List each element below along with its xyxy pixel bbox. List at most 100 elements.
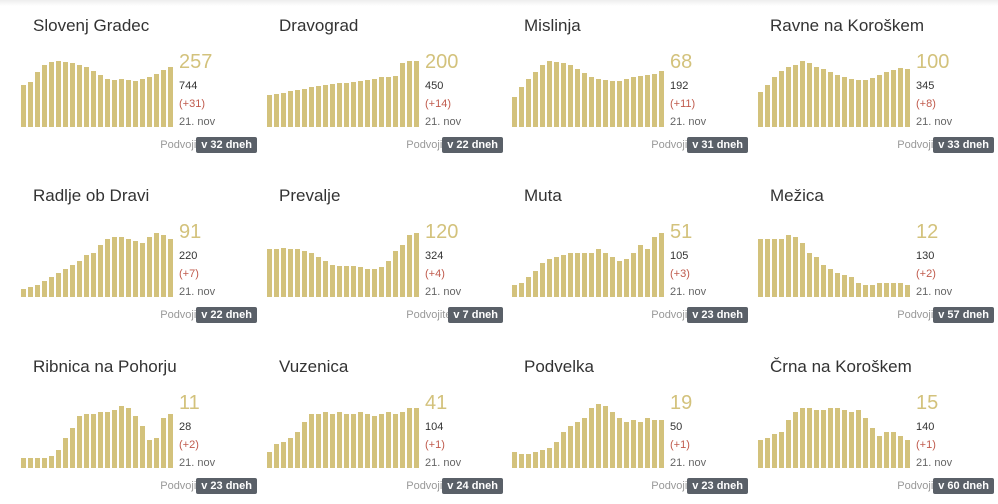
sparkline-bar — [554, 62, 559, 127]
municipality-card-10[interactable]: Podvelka 19 50 (+1) 21. nov Podvojitev v… — [512, 344, 748, 504]
sparkline-bar — [765, 438, 770, 468]
sparkline-bar — [91, 414, 96, 468]
sparkline-bar — [414, 233, 419, 297]
sparkline-bar — [589, 253, 594, 297]
new-cases-delta: (+2) — [916, 268, 936, 280]
date-label: 21. nov — [670, 457, 707, 469]
municipality-card-11[interactable]: Črna na Koroškem 15 140 (+1) 21. nov Pod… — [758, 344, 994, 504]
sparkline-bar — [519, 283, 524, 297]
sparkline-bar — [91, 253, 96, 297]
sparkline-bar — [112, 410, 117, 468]
sparkline-bar — [281, 442, 286, 468]
sparkline-bar — [351, 414, 356, 468]
active-cases-value: 41 — [425, 392, 448, 414]
sparkline-bar — [652, 237, 657, 297]
sparkline-bar — [575, 69, 580, 127]
sparkline-bar — [400, 412, 405, 468]
sparkline-bar — [540, 263, 545, 297]
sparkline-bar — [84, 414, 89, 468]
sparkline-bar — [772, 77, 777, 127]
municipality-card-4[interactable]: Radlje ob Dravi 91 220 (+7) 21. nov Podv… — [21, 173, 257, 333]
sparkline-bar — [610, 412, 615, 468]
sparkline-bar — [884, 432, 889, 468]
active-cases-sparkline — [512, 404, 664, 468]
sparkline-bar — [316, 86, 321, 127]
sparkline-bar — [786, 67, 791, 127]
sparkline-bar — [302, 422, 307, 468]
sparkline-bar — [154, 233, 159, 297]
municipality-card-9[interactable]: Vuzenica 41 104 (+1) 21. nov Podvojitev … — [267, 344, 503, 504]
sparkline-bar — [63, 62, 68, 127]
sparkline-bar — [267, 95, 272, 127]
sparkline-bar — [56, 273, 61, 297]
sparkline-bar — [519, 454, 524, 468]
active-cases-sparkline — [512, 233, 664, 297]
sparkline-bar — [779, 71, 784, 127]
total-cases-value: 345 — [916, 80, 935, 92]
sparkline-bar — [140, 243, 145, 297]
sparkline-bar — [821, 265, 826, 297]
sparkline-bar — [561, 255, 566, 297]
date-label: 21. nov — [916, 457, 953, 469]
sparkline-bar — [379, 77, 384, 127]
sparkline-bar — [659, 71, 664, 127]
municipality-name: Ribnica na Pohorju — [33, 357, 177, 376]
sparkline-bar — [849, 412, 854, 468]
sparkline-bar — [652, 420, 657, 468]
new-cases-delta: (+7) — [179, 268, 199, 280]
sparkline-bar — [589, 408, 594, 468]
sparkline-bar — [323, 85, 328, 127]
municipality-card-6[interactable]: Muta 51 105 (+3) 21. nov Podvojitev v 23… — [512, 173, 748, 333]
sparkline-bar — [547, 448, 552, 468]
sparkline-bar — [365, 269, 370, 297]
sparkline-bar — [133, 241, 138, 297]
sparkline-bar — [323, 261, 328, 297]
sparkline-bar — [161, 235, 166, 297]
sparkline-bar — [870, 285, 875, 297]
new-cases-delta: (+14) — [425, 98, 451, 110]
new-cases-delta: (+8) — [916, 98, 936, 110]
sparkline-bar — [758, 239, 763, 297]
sparkline-bar — [512, 97, 517, 127]
municipality-name: Muta — [524, 186, 562, 205]
total-cases-value: 220 — [179, 250, 198, 262]
municipality-card-1[interactable]: Dravograd 200 450 (+14) 21. nov Podvojit… — [267, 3, 503, 163]
date-label: 21. nov — [916, 286, 953, 298]
municipality-card-0[interactable]: Slovenj Gradec 257 744 (+31) 21. nov Pod… — [21, 3, 257, 163]
total-cases-value: 130 — [916, 250, 935, 262]
active-cases-value: 257 — [179, 51, 213, 73]
sparkline-bar — [168, 239, 173, 297]
date-label: 21. nov — [179, 116, 216, 128]
sparkline-bar — [49, 62, 54, 127]
sparkline-bar — [617, 261, 622, 297]
municipality-card-2[interactable]: Mislinja 68 192 (+11) 21. nov Podvojitev… — [512, 3, 748, 163]
sparkline-bar — [407, 408, 412, 468]
sparkline-bar — [49, 277, 54, 297]
active-cases-sparkline — [758, 61, 910, 127]
sparkline-bar — [842, 275, 847, 297]
sparkline-bar — [56, 61, 61, 127]
sparkline-bar — [379, 414, 384, 468]
doubling-badge: v 22 dneh — [442, 137, 503, 153]
sparkline-bar — [168, 67, 173, 127]
sparkline-bar — [133, 81, 138, 127]
municipality-card-3[interactable]: Ravne na Koroškem 100 345 (+8) 21. nov P… — [758, 3, 994, 163]
municipality-card-8[interactable]: Ribnica na Pohorju 11 28 (+2) 21. nov Po… — [21, 344, 257, 504]
sparkline-bar — [147, 440, 152, 468]
sparkline-bar — [288, 438, 293, 468]
sparkline-bar — [772, 239, 777, 297]
sparkline-bar — [821, 69, 826, 127]
sparkline-bar — [610, 81, 615, 127]
sparkline-bar — [281, 248, 286, 297]
sparkline-bar — [407, 61, 412, 127]
doubling-badge: v 23 dneh — [687, 307, 748, 323]
sparkline-bar — [877, 436, 882, 468]
municipality-card-7[interactable]: Mežica 12 130 (+2) 21. nov Podvojitev v … — [758, 173, 994, 333]
sparkline-bar — [365, 80, 370, 127]
date-label: 21. nov — [425, 116, 462, 128]
sparkline-bar — [56, 450, 61, 468]
municipality-card-5[interactable]: Prevalje 120 324 (+4) 21. nov Podvojitev… — [267, 173, 503, 333]
doubling-badge: v 32 dneh — [196, 137, 257, 153]
sparkline-bar — [617, 81, 622, 127]
sparkline-bar — [533, 271, 538, 297]
